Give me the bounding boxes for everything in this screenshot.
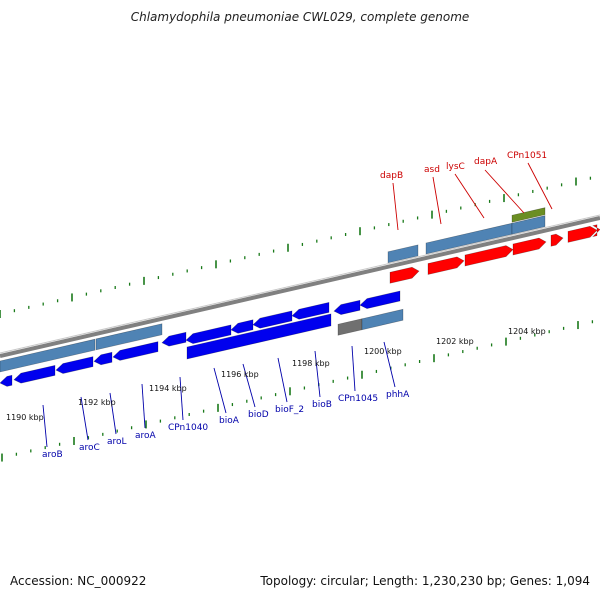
top-tick-track <box>0 176 592 318</box>
gene-label-aroL[interactable]: aroL <box>107 437 127 447</box>
bottom-leader-4 <box>179 376 184 421</box>
bottom-gene-5 <box>112 341 159 361</box>
gene-label-aroB[interactable]: aroB <box>42 450 63 460</box>
top-leader-0 <box>392 182 399 231</box>
top-leader-4 <box>527 162 553 210</box>
bottom-gene-7 <box>185 324 232 344</box>
bottom-gene-4 <box>93 351 113 366</box>
scale-label-1194: 1194 kbp <box>149 384 187 393</box>
label-leaders <box>42 162 553 448</box>
bottom-leader-1 <box>80 396 89 441</box>
bottom-leader-5 <box>213 367 227 414</box>
backbone-line <box>0 216 600 358</box>
feature-track <box>0 207 546 373</box>
scale-label-1200: 1200 kbp <box>364 347 402 356</box>
scale-label-1196: 1196 kbp <box>221 370 259 379</box>
bottom-gene-9 <box>252 310 293 329</box>
cds-feature-4 <box>387 244 419 264</box>
bottom-gene-1 <box>0 374 13 387</box>
misc-feature-1 <box>511 207 546 223</box>
scale-label-1204: 1204 kbp <box>508 327 546 336</box>
bottom-gene-long <box>186 313 332 360</box>
top-leader-2 <box>454 173 485 219</box>
gene-label-CPn1045[interactable]: CPn1045 <box>338 394 378 404</box>
gene-label-bioF_2[interactable]: bioF_2 <box>275 405 304 415</box>
top-gene-5 <box>550 233 564 247</box>
top-gene-4 <box>512 237 547 256</box>
gene-label-dapA[interactable]: dapA <box>474 157 498 167</box>
bottom-leader-6 <box>242 363 256 408</box>
bottom-gene-8 <box>230 319 254 334</box>
bottom-gene-3 <box>55 356 94 374</box>
genome-backbone <box>0 214 600 358</box>
genome-stats-label: Topology: circular; Length: 1,230,230 bp… <box>260 574 590 588</box>
bottom-leader-0 <box>42 404 48 448</box>
gene-label-CPn1051[interactable]: CPn1051 <box>507 151 547 161</box>
top-gene-2 <box>427 256 465 275</box>
bottom-leader-8 <box>314 350 321 398</box>
top-leader-3 <box>484 169 525 214</box>
bottom-gene-6 <box>161 331 187 347</box>
bottom-leader-7 <box>277 357 288 403</box>
cds-feature-2 <box>95 323 163 351</box>
bottom-leader-2 <box>109 392 117 435</box>
gene-label-bioB[interactable]: bioB <box>312 400 332 410</box>
bottom-gene-12 <box>359 290 401 309</box>
bottom-gene-10 <box>291 301 330 320</box>
cds-feature-6 <box>511 215 546 235</box>
top-gene-1 <box>389 266 420 284</box>
gene-label-aroA[interactable]: aroA <box>135 431 157 441</box>
bottom-leader-9 <box>351 345 356 392</box>
accession-label: Accession: NC_000922 <box>10 574 147 588</box>
gene-label-bioD[interactable]: bioD <box>248 410 269 420</box>
gene-label-dapB[interactable]: dapB <box>380 171 403 181</box>
bottom-leader-10 <box>383 341 396 388</box>
top-gene-7 <box>592 224 600 238</box>
gene-label-asd[interactable]: asd <box>424 165 440 175</box>
top-gene-6 <box>567 225 598 243</box>
backbone-highlight <box>0 214 600 354</box>
cds-feature-3 <box>361 308 404 331</box>
pseudo-feature-1 <box>337 318 363 336</box>
gene-label-CPn1040[interactable]: CPn1040 <box>168 423 208 433</box>
bottom-gene-11 <box>333 299 361 315</box>
gene-label-lysC[interactable]: lysC <box>446 162 465 172</box>
cds-feature-1 <box>0 338 96 373</box>
bottom-gene-2 <box>13 364 56 384</box>
gene-label-bioA[interactable]: bioA <box>219 416 240 426</box>
map-title: Chlamydophila pneumoniae CWL029, complet… <box>130 10 470 24</box>
top-gene-3 <box>464 245 514 267</box>
bottom-leader-3 <box>141 383 146 429</box>
bottom-strand-genes <box>0 290 401 387</box>
scale-label-1202: 1202 kbp <box>436 337 474 346</box>
top-leader-1 <box>432 176 442 225</box>
gene-label-phhA[interactable]: phhA <box>386 390 410 400</box>
scale-label-1198: 1198 kbp <box>292 359 330 368</box>
scale-label-1190: 1190 kbp <box>6 413 44 422</box>
top-strand-genes <box>389 224 600 284</box>
gene-label-aroC[interactable]: aroC <box>79 443 100 453</box>
scale-label-1192: 1192 kbp <box>78 398 116 407</box>
